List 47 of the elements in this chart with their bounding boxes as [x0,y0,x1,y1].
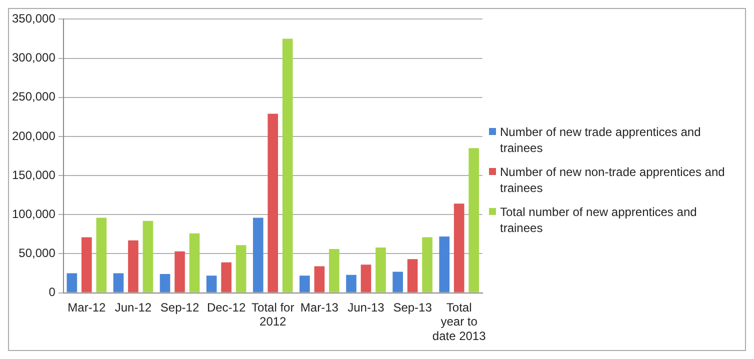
bar [142,220,154,292]
bar [268,114,278,292]
x-tick-label: Dec-12 [206,300,246,314]
bar [81,237,92,292]
bar [189,233,200,292]
bar [96,218,107,292]
legend-label: Number of new non-trade apprentices and trainees [500,164,726,196]
bar [174,251,185,292]
bar [376,247,386,292]
y-tick-label: 200,000 [12,128,56,143]
bar [329,249,340,292]
bar [206,276,217,292]
bar [407,259,418,292]
bar [468,148,479,292]
y-tick-label: 0 [48,285,56,300]
bar [282,38,293,292]
legend-label: Total number of new apprentices and trainees [500,204,698,236]
x-tick-label: Sep-12 [160,300,200,314]
bar [221,262,232,292]
y-tick-label: 100,000 [12,206,56,221]
x-tick-label: Total year to date 2013 [432,300,486,344]
y-tick-label: 300,000 [12,50,56,65]
x-tick-label: Mar-12 [68,300,106,314]
y-tick-label: 250,000 [12,90,56,104]
bar [160,274,170,292]
bar [300,276,310,292]
legend-label: Number of new trade apprentices and trainees [500,124,702,156]
bar [454,204,464,292]
bar [439,236,450,292]
y-tick-label: 350,000 [12,12,56,26]
bar [128,240,138,292]
x-tick-label: Mar-13 [300,300,339,314]
x-tick-label: Jun-12 [114,300,152,314]
bar [422,237,432,292]
bar [392,272,403,292]
y-tick-label: 150,000 [12,168,56,182]
bar [314,266,325,292]
bar [236,245,246,292]
y-tick-label: 50,000 [18,246,56,260]
bar [346,274,356,292]
bar [113,273,124,292]
bar [252,218,264,292]
bar [66,273,78,292]
x-tick-label: Jun-13 [348,300,385,314]
bar [360,264,372,292]
x-tick-label: Sep-13 [393,300,432,314]
x-tick-label: Total for 2012 [252,300,294,329]
